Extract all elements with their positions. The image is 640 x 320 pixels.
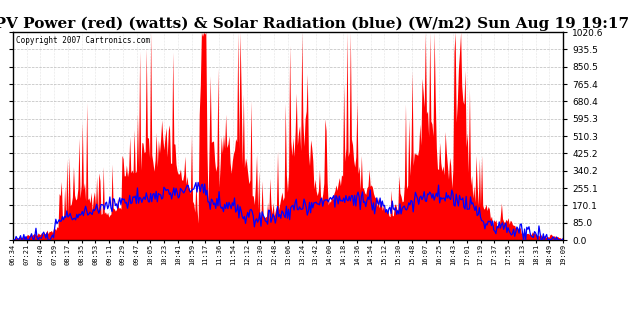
Text: Copyright 2007 Cartronics.com: Copyright 2007 Cartronics.com [15, 36, 150, 45]
Title: Total PV Power (red) (watts) & Solar Radiation (blue) (W/m2) Sun Aug 19 19:17: Total PV Power (red) (watts) & Solar Rad… [0, 16, 629, 31]
